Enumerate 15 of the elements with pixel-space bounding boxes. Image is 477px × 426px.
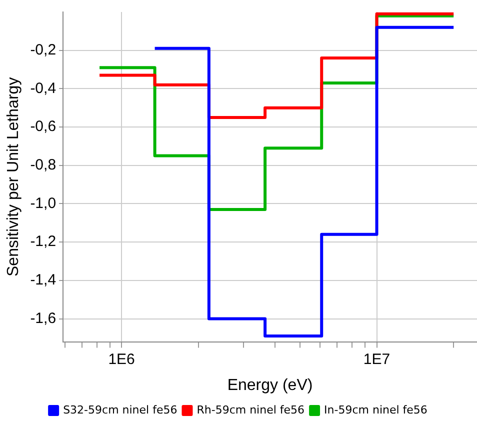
legend-label: S32-59cm ninel fe56 [63, 403, 178, 416]
legend-label: Rh-59cm ninel fe56 [196, 403, 305, 416]
x-tick-label: 1E6 [108, 350, 135, 368]
x-axis-title: Energy (eV) [227, 376, 313, 394]
y-tick-label: -1,6 [30, 310, 56, 327]
y-tick-label: -1,2 [30, 233, 56, 250]
y-tick-label: -0,8 [30, 156, 56, 174]
legend-label: In-59cm ninel fe56 [324, 403, 428, 416]
x-tick-label: 1E7 [363, 350, 390, 368]
y-axis-title: Sensitivity per Unit Lethargy [5, 77, 22, 276]
y-tick-label: -0,6 [30, 118, 56, 136]
y-tick-label: -0,2 [30, 41, 56, 58]
y-tick-label: -1,4 [30, 272, 56, 289]
y-tick-label: -1,0 [30, 194, 56, 212]
y-tick-label: -0,4 [30, 80, 56, 97]
